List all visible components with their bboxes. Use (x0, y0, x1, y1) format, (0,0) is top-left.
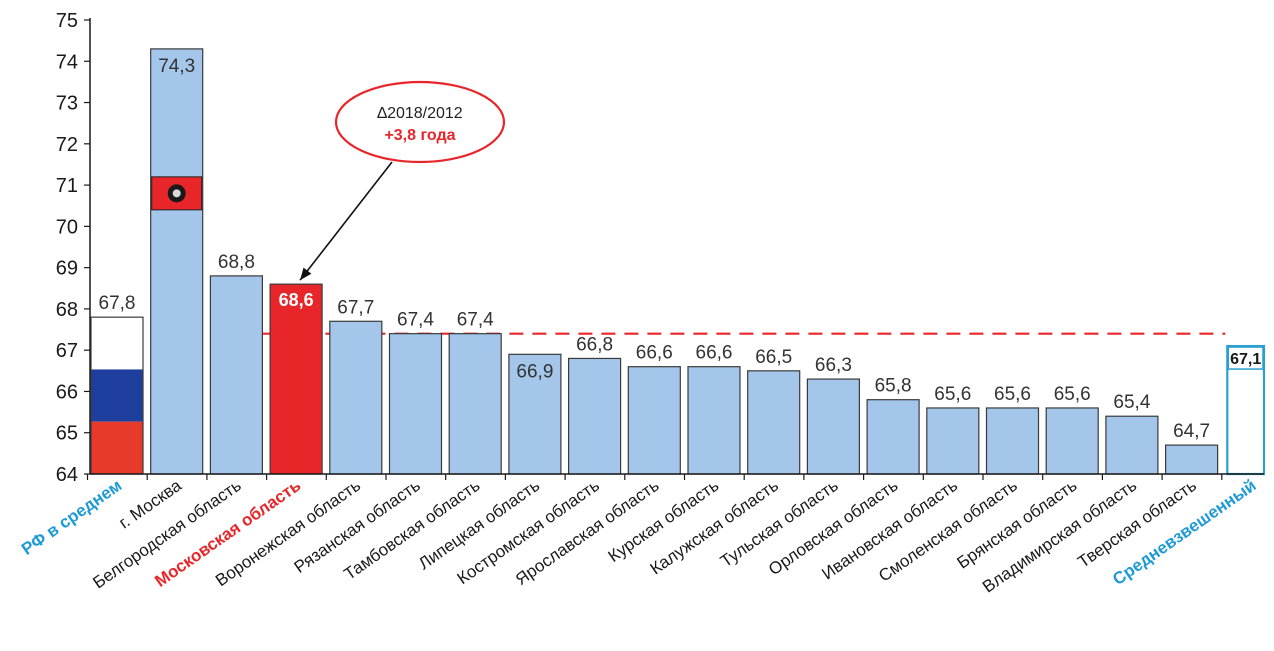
bar (209, 275, 263, 475)
bar (1105, 415, 1159, 475)
y-tick-label: 74 (56, 51, 78, 73)
bar (985, 407, 1040, 475)
y-tick-label: 69 (56, 258, 78, 280)
value-label: 65,6 (1054, 384, 1091, 405)
flag-red-stripe (91, 421, 143, 474)
value-label: 67,4 (457, 310, 494, 331)
value-label: 66,3 (815, 355, 852, 376)
value-label: 67,8 (99, 293, 136, 314)
value-label: 66,8 (576, 334, 613, 355)
bars (90, 48, 1266, 476)
value-label: 65,8 (875, 376, 912, 397)
value-label: 65,6 (994, 384, 1031, 405)
annotation-line2: +3,8 года (384, 127, 455, 144)
bar (806, 378, 861, 475)
y-tick-label: 72 (56, 134, 78, 156)
bar (1045, 407, 1099, 475)
value-label: 66,6 (636, 343, 673, 364)
bar (687, 366, 741, 475)
value-label: 68,6 (279, 290, 314, 310)
value-label: 74,3 (158, 56, 195, 77)
y-tick-label: 64 (56, 464, 78, 486)
x-axis (86, 473, 1264, 480)
annotation-arrow-line (299, 161, 393, 281)
annotation-arrowhead (300, 267, 312, 281)
annotation: ∆2018/2012 +3,8 года (299, 80, 506, 281)
y-tick-label: 73 (56, 93, 78, 115)
bar (448, 333, 502, 475)
value-label: 68,8 (218, 252, 255, 273)
value-label: 67,7 (337, 297, 374, 318)
y-tick-label: 66 (56, 381, 78, 403)
y-tick-label: 67 (56, 340, 78, 362)
value-label: 66,5 (755, 347, 792, 368)
bar (508, 353, 562, 475)
value-label: 64,7 (1173, 421, 1210, 442)
bar (329, 320, 383, 475)
value-label: 66,9 (516, 361, 553, 382)
flag-white-stripe (91, 317, 143, 370)
bar (269, 283, 323, 475)
y-tick-label: 70 (56, 216, 78, 238)
value-label: 65,4 (1113, 392, 1150, 413)
y-axis: 64 65 66 67 68 69 70 71 72 73 74 75 (56, 10, 91, 486)
bar (866, 399, 920, 475)
moscow-emblem-center (172, 189, 181, 198)
bar (90, 316, 144, 475)
value-label: 65,6 (934, 384, 971, 405)
bar (627, 366, 681, 475)
category-label: РФ в среднем (18, 476, 125, 559)
value-labels: 67,8 74,3 68,8 68,6 67,7 67,4 67,4 66,9 66,8 66,6… (99, 56, 1264, 442)
y-tick-label: 68 (56, 299, 78, 321)
bar (388, 333, 443, 475)
average-label-box (1227, 346, 1264, 370)
value-label: 67,1 (1230, 351, 1261, 368)
value-label: 66,6 (696, 343, 733, 364)
y-tick-label: 65 (56, 423, 78, 445)
value-label: 67,4 (397, 310, 434, 331)
y-tick-label: 75 (56, 10, 78, 32)
bar (1164, 444, 1219, 475)
bar-body (150, 48, 204, 475)
annotation-bubble (334, 80, 506, 164)
bar (567, 357, 622, 475)
bar (747, 370, 801, 475)
bar (926, 407, 980, 475)
bar (150, 48, 204, 475)
y-tick-label: 71 (56, 175, 78, 197)
annotation-line1: ∆2018/2012 (377, 105, 463, 122)
flag-blue-stripe (91, 369, 143, 422)
